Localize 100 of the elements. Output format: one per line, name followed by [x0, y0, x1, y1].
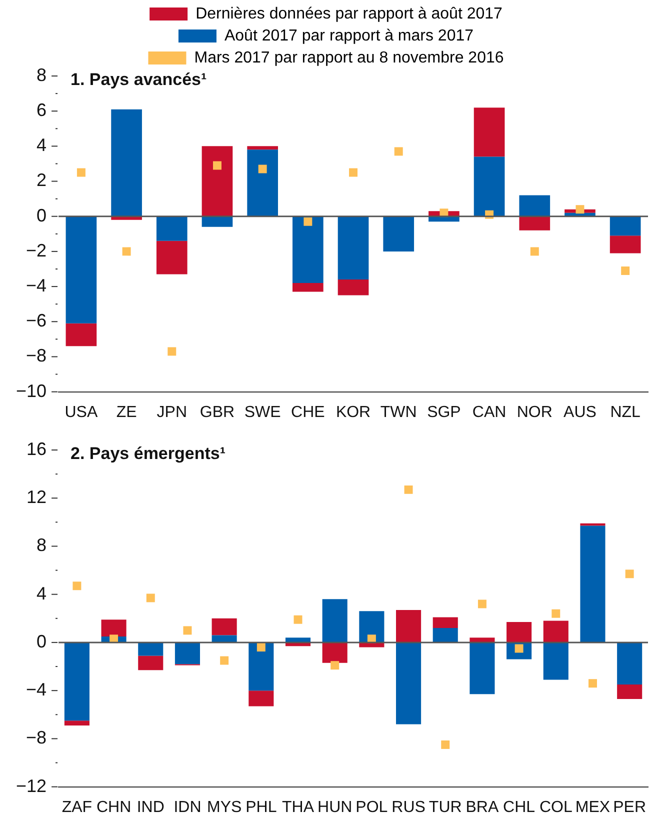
y-tick-label: −12 — [16, 776, 47, 796]
y-tick-label: 0 — [36, 205, 47, 226]
bar — [543, 620, 568, 642]
x-tick-label: AUS — [564, 404, 596, 421]
point — [621, 266, 630, 275]
bar — [292, 216, 324, 284]
bar — [212, 618, 237, 636]
bar — [610, 236, 641, 254]
point — [441, 740, 450, 749]
point — [72, 582, 82, 590]
bar — [617, 642, 642, 685]
bar — [322, 599, 348, 642]
bar — [292, 283, 324, 292]
point — [76, 168, 86, 177]
x-tick-label: NOR — [516, 404, 552, 421]
bar — [156, 216, 188, 241]
legend-label: Dernières données par rapport à août 2017 — [196, 5, 503, 22]
bar — [396, 610, 422, 642]
y-tick-label: −4 — [26, 276, 47, 296]
x-tick-label: PER — [613, 798, 646, 816]
x-tick-label: GBR — [200, 404, 235, 421]
x-tick-label: CHE — [291, 404, 325, 421]
bar — [202, 216, 233, 227]
bar — [156, 240, 188, 274]
x-tick-label: HUN — [318, 798, 352, 816]
y-tick-label: 0 — [36, 631, 47, 652]
x-tick-label: SGP — [427, 404, 461, 421]
point — [122, 247, 131, 256]
point — [212, 161, 222, 170]
x-tick-label: MYS — [206, 798, 242, 816]
bar — [338, 280, 369, 296]
x-tick-label: CAN — [472, 404, 506, 421]
y-tick-label: −8 — [26, 728, 47, 748]
y-tick-label: 8 — [36, 535, 47, 556]
x-tick-label: CHN — [96, 798, 132, 816]
point — [294, 615, 302, 624]
bar — [111, 109, 142, 216]
point — [625, 570, 634, 578]
x-tick-label: BRA — [466, 798, 499, 816]
x-tick-label: ZAF — [62, 798, 92, 816]
x-tick-label: MEX — [575, 798, 610, 816]
chart-title: 2. Pays émergents¹ — [70, 444, 226, 464]
y-tick-label: 4 — [36, 583, 47, 604]
bar — [174, 642, 200, 664]
y-tick-label: 12 — [26, 487, 47, 508]
y-tick-label: 2 — [36, 170, 47, 190]
point — [576, 205, 584, 214]
bar — [248, 690, 274, 706]
x-tick-label: TUR — [428, 798, 462, 816]
point — [478, 600, 486, 608]
bar — [64, 642, 90, 721]
bar — [138, 642, 164, 656]
bar — [359, 642, 384, 648]
x-tick-label: THA — [282, 798, 314, 816]
point — [530, 247, 539, 256]
bar — [66, 323, 97, 346]
bar — [432, 617, 458, 628]
bar — [519, 216, 550, 230]
legend-label: Mars 2017 par rapport au 8 novembre 2016 — [194, 49, 504, 66]
bar — [138, 656, 164, 670]
x-tick-label: CHL — [503, 798, 536, 816]
bar — [248, 642, 274, 691]
legend-label: Août 2017 par rapport à mars 2017 — [224, 27, 474, 44]
x-tick-label: RUS — [392, 798, 426, 816]
y-tick-label: 8 — [36, 64, 47, 85]
bar — [66, 216, 97, 324]
bar — [519, 195, 550, 216]
bar — [506, 622, 532, 642]
x-tick-label: ZE — [116, 404, 137, 421]
bar — [322, 642, 348, 663]
point — [330, 661, 340, 670]
bar — [610, 216, 641, 236]
y-tick-label: −4 — [26, 680, 47, 700]
point — [183, 626, 192, 635]
x-tick-label: SWE — [244, 404, 281, 421]
point — [258, 164, 267, 174]
x-tick-label: PHL — [246, 798, 277, 816]
x-tick-label: NZL — [610, 404, 641, 421]
x-tick-label: TWN — [380, 404, 417, 421]
point — [349, 168, 358, 177]
bar — [247, 150, 278, 216]
bar — [580, 526, 606, 642]
y-tick-label: −10 — [16, 380, 47, 401]
bar — [580, 523, 606, 526]
x-tick-label: IND — [136, 798, 164, 816]
x-tick-label: KOR — [336, 404, 371, 421]
point — [168, 347, 176, 356]
bar — [383, 216, 414, 252]
y-tick-label: 4 — [36, 135, 47, 156]
point — [404, 485, 413, 494]
y-tick-label: −2 — [26, 240, 47, 260]
x-tick-label: COL — [539, 798, 572, 816]
x-tick-label: JPN — [156, 404, 188, 421]
bar — [617, 684, 642, 699]
chart-title: 1. Pays avancés¹ — [70, 70, 207, 90]
point — [552, 609, 560, 618]
bar — [432, 628, 458, 642]
bar — [474, 156, 505, 216]
point — [394, 147, 403, 156]
y-tick-label: −8 — [26, 346, 47, 366]
